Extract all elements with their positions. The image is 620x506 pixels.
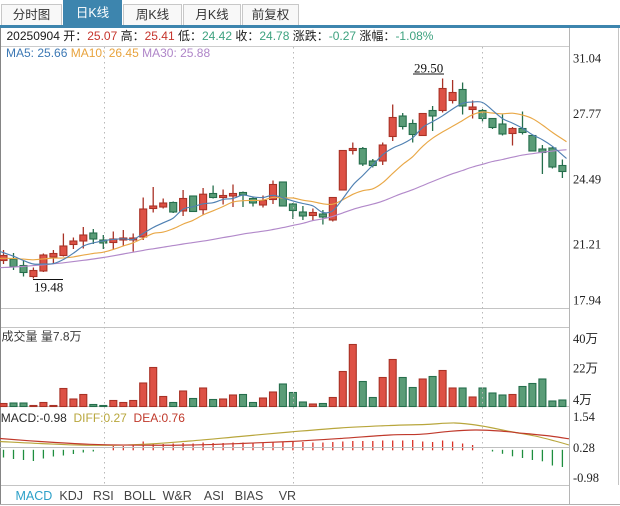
svg-text:24.49: 24.49 xyxy=(573,172,601,186)
svg-text:VR: VR xyxy=(279,489,296,503)
svg-text:0.28: 0.28 xyxy=(573,441,595,455)
svg-text:20250904 开：25.07 高：25.41 低：24.: 20250904 开：25.07 高：25.41 低：24.42 收：24.78… xyxy=(7,28,434,43)
svg-text:31.04: 31.04 xyxy=(573,51,602,65)
svg-text:27.77: 27.77 xyxy=(573,107,601,121)
svg-text:BOLL: BOLL xyxy=(124,489,156,503)
svg-text:40万: 40万 xyxy=(573,332,598,346)
svg-text:RSI: RSI xyxy=(93,489,114,503)
svg-text:4万: 4万 xyxy=(573,393,592,407)
svg-text:MACD: MACD xyxy=(16,489,53,503)
svg-text:KDJ: KDJ xyxy=(59,489,83,503)
svg-text:1.54: 1.54 xyxy=(573,410,596,424)
svg-text:MACD:-0.98 DIFF:0.27 DEA:0.7: MACD:-0.98 DIFF:0.27 DEA:0.76 xyxy=(1,411,185,425)
svg-text:BIAS: BIAS xyxy=(235,489,263,503)
svg-text:19.48: 19.48 xyxy=(34,280,63,295)
svg-text:成交量 量7.8万: 成交量 量7.8万 xyxy=(2,329,82,344)
svg-text:-0.98: -0.98 xyxy=(573,471,599,485)
svg-text:22万: 22万 xyxy=(573,362,598,376)
svg-text:ASI: ASI xyxy=(204,489,224,503)
svg-text:29.50: 29.50 xyxy=(414,61,443,76)
svg-text:MA5: 25.66 MA10: 26.45 MA30: 2: MA5: 25.66 MA10: 26.45 MA30: 25.88 xyxy=(6,46,210,60)
svg-text:21.21: 21.21 xyxy=(573,237,601,251)
svg-text:W&R: W&R xyxy=(163,489,192,503)
svg-text:17.94: 17.94 xyxy=(573,293,602,307)
